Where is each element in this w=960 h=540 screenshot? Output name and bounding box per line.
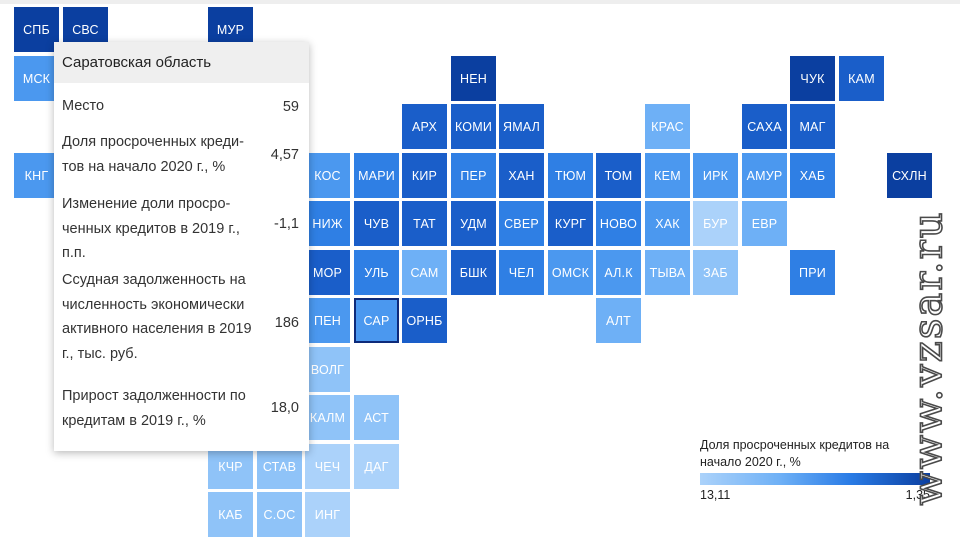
region-tile[interactable]: СТАВ <box>257 444 302 489</box>
region-tile[interactable]: КУРГ <box>548 201 593 246</box>
region-tile[interactable]: АСТ <box>354 395 399 440</box>
region-tile[interactable]: ОМСК <box>548 250 593 295</box>
region-tile[interactable]: МАРИ <box>354 153 399 198</box>
region-tile[interactable]: ВОЛГ <box>305 347 350 392</box>
tooltip-row-label: Ссудная задолженность на численность эко… <box>62 272 252 362</box>
region-tile[interactable]: ОРНБ <box>402 298 447 343</box>
region-tile[interactable]: ХАН <box>499 153 544 198</box>
region-tile[interactable]: ЕВР <box>742 201 787 246</box>
region-tile[interactable]: АРХ <box>402 104 447 149</box>
region-tile[interactable]: ЗАБ <box>693 250 738 295</box>
region-tile[interactable]: НОВО <box>596 201 641 246</box>
region-tile[interactable]: ПРИ <box>790 250 835 295</box>
tooltip-row-value: 186 <box>274 315 299 331</box>
region-tile[interactable]: ТАТ <box>402 201 447 246</box>
tooltip-row-share-change: Изменение доли просро-ченных кредитов в … <box>54 180 309 268</box>
region-tile[interactable]: КОМИ <box>451 104 496 149</box>
region-tile[interactable]: СВЕР <box>499 201 544 246</box>
region-tile[interactable]: ДАГ <box>354 444 399 489</box>
legend-gradient-bar <box>700 473 930 485</box>
legend-min-label: 13,11 <box>700 488 731 502</box>
region-tile[interactable]: КНГ <box>14 153 59 198</box>
region-tile[interactable]: СХЛН <box>887 153 932 198</box>
legend-title: Доля просроченных кредитов на начало 202… <box>700 438 890 469</box>
region-tile[interactable]: ХАБ <box>790 153 835 198</box>
region-tile[interactable]: КИР <box>402 153 447 198</box>
tooltip-row-value: 4,57 <box>270 147 299 163</box>
region-tile[interactable]: БУР <box>693 201 738 246</box>
region-tile[interactable]: АМУР <box>742 153 787 198</box>
site-watermark: www.vzsar.ru <box>905 185 953 530</box>
tooltip-row-value: 18,0 <box>270 400 299 416</box>
region-tile[interactable]: АЛ.К <box>596 250 641 295</box>
region-tile[interactable]: МОР <box>305 250 350 295</box>
tooltip-row-label: Прирост задолженности по кредитам в 2019… <box>62 388 246 429</box>
color-legend: Доля просроченных кредитов на начало 202… <box>700 437 932 507</box>
region-tile[interactable]: КАЛМ <box>305 395 350 440</box>
region-tile[interactable]: ИНГ <box>305 492 350 537</box>
region-tile[interactable]: ЧЕЛ <box>499 250 544 295</box>
region-tile[interactable]: ЧУК <box>790 56 835 101</box>
tooltip-row-label: Доля просроченных креди-тов на начало 20… <box>62 134 244 175</box>
region-tile[interactable]: ЯМАЛ <box>499 104 544 149</box>
region-tile[interactable]: НИЖ <box>305 201 350 246</box>
region-tile[interactable]: ПЕН <box>305 298 350 343</box>
tooltip-row-label: Изменение доли просро-ченных кредитов в … <box>62 196 240 261</box>
region-tile[interactable]: КРАС <box>645 104 690 149</box>
tooltip-row-label: Место <box>62 98 105 114</box>
legend-max-label: 1,35 <box>905 488 930 502</box>
region-tile[interactable]: САМ <box>402 250 447 295</box>
region-tile[interactable]: КОС <box>305 153 350 198</box>
region-tile[interactable]: МАГ <box>790 104 835 149</box>
region-tile[interactable]: ТЮМ <box>548 153 593 198</box>
region-tile[interactable]: ТОМ <box>596 153 641 198</box>
region-tile[interactable]: СПБ <box>14 7 59 52</box>
region-tile[interactable]: С.ОС <box>257 492 302 537</box>
region-tile[interactable]: КЧР <box>208 444 253 489</box>
tooltip-row-rank: Место 59 <box>54 83 309 130</box>
region-tile[interactable]: ПЕР <box>451 153 496 198</box>
region-tile[interactable]: НЕН <box>451 56 496 101</box>
region-tile[interactable]: КАМ <box>839 56 884 101</box>
region-tile[interactable]: УДМ <box>451 201 496 246</box>
tooltip-row-debt-growth: Прирост задолженности по кредитам в 2019… <box>54 378 309 438</box>
region-tile[interactable]: БШК <box>451 250 496 295</box>
region-tile[interactable]: ТЫВА <box>645 250 690 295</box>
region-tooltip: Саратовская область Место 59 Доля просро… <box>54 42 309 451</box>
region-tile[interactable]: ИРК <box>693 153 738 198</box>
region-tile[interactable]: САР <box>354 298 399 343</box>
top-divider <box>0 0 960 4</box>
region-tile[interactable]: АЛТ <box>596 298 641 343</box>
tooltip-row-value: 59 <box>282 98 299 115</box>
region-tile[interactable]: КЕМ <box>645 153 690 198</box>
region-tile[interactable]: ЧЕЧ <box>305 444 350 489</box>
tooltip-row-overdue-share: Доля просроченных креди-тов на начало 20… <box>54 130 309 180</box>
region-tile[interactable]: ЧУВ <box>354 201 399 246</box>
region-tile[interactable]: ХАК <box>645 201 690 246</box>
region-tile[interactable]: УЛЬ <box>354 250 399 295</box>
tooltip-row-value: -1,1 <box>274 216 299 232</box>
region-tile[interactable]: КАБ <box>208 492 253 537</box>
tooltip-row-loan-debt: Ссудная задолженность на численность эко… <box>54 268 309 378</box>
region-tile[interactable]: САХА <box>742 104 787 149</box>
tooltip-region-title: Саратовская область <box>54 42 309 83</box>
watermark-text: www.vzsar.ru <box>905 209 953 506</box>
region-tile[interactable]: МСК <box>14 56 59 101</box>
